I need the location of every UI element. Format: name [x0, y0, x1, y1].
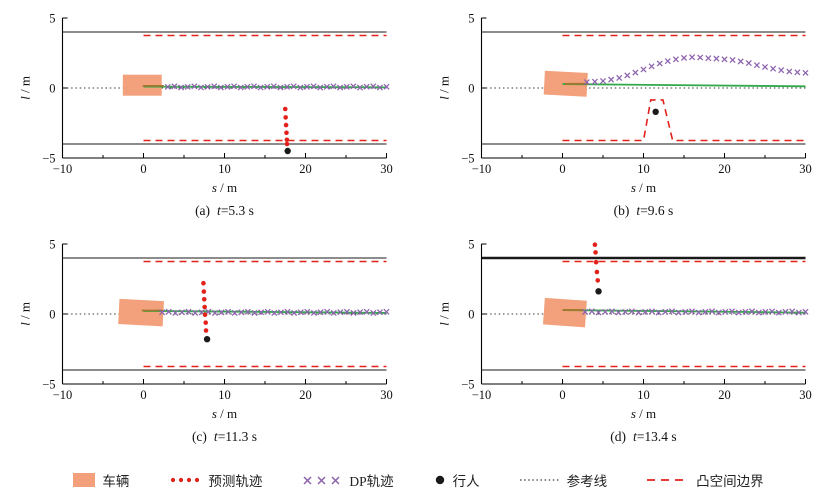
x-tick-label: 30 — [799, 162, 812, 176]
x-tick-label: −10 — [53, 162, 73, 176]
convex-boundary-marker-icon — [647, 477, 690, 483]
subplot-b: 5 0 −5 −10 0 10 20 30 l / m s / m (b) t=9.6 s — [419, 2, 837, 224]
subplot-d: 5 0 −5 −10 0 10 20 30 l / m s / m (d) t=13.4 s — [419, 228, 837, 450]
dp-trajectory — [583, 54, 809, 86]
x-tick-label: 30 — [799, 388, 812, 402]
x-axis-label: s / m — [631, 180, 656, 195]
y-tick-label: 5 — [49, 12, 55, 26]
x-tick-label: −10 — [472, 388, 492, 402]
legend-item-pedestrian: 行人 — [434, 470, 480, 490]
y-tick-label: 5 — [468, 238, 474, 252]
y-axis-label: l / m — [437, 302, 452, 326]
legend-label-convex-boundary: 凸空间边界 — [696, 474, 764, 489]
y-axis-label: l / m — [18, 76, 33, 100]
y-axis-label: l / m — [437, 76, 452, 100]
x-tick-label: 30 — [380, 162, 393, 176]
vehicle-swatch-icon — [73, 473, 96, 487]
legend: 车辆 预测轨迹 — [0, 460, 837, 500]
x-tick-label: 10 — [218, 162, 231, 176]
pedestrian — [595, 288, 602, 295]
subplot-caption: (a) t=5.3 s — [195, 203, 254, 218]
legend-item-reference-line: 参考线 — [519, 470, 608, 490]
x-tick-label: −10 — [53, 388, 73, 402]
predicted-trajectory — [592, 242, 601, 283]
y-axis-label: l / m — [18, 302, 33, 326]
x-axis-label: s / m — [631, 406, 656, 421]
subplot-a: 5 0 −5 −10 0 10 20 30 l / m s / m (a) t=5.3 s — [0, 2, 418, 224]
legend-label-reference-line: 参考线 — [566, 474, 608, 489]
pedestrian — [284, 147, 291, 155]
legend-label-predicted-trajectory: 预测轨迹 — [208, 474, 263, 489]
predicted-trajectory-marker-icon — [169, 476, 201, 484]
legend-label-vehicle: 车辆 — [102, 474, 130, 489]
legend-item-vehicle: 车辆 — [73, 470, 129, 490]
legend-item-dp-trajectory: DP轨迹 — [302, 470, 394, 490]
x-tick-label: 10 — [218, 388, 231, 402]
legend-item-convex-boundary: 凸空间边界 — [647, 470, 764, 490]
vehicle — [122, 74, 162, 96]
legend-label-dp-trajectory: DP轨迹 — [349, 474, 394, 489]
x-tick-label: −10 — [472, 162, 492, 176]
x-tick-label: 10 — [637, 388, 650, 402]
vehicle — [118, 298, 164, 327]
dp-trajectory — [164, 83, 390, 91]
x-tick-label: 0 — [559, 388, 565, 402]
subplot-caption: (b) t=9.6 s — [614, 203, 674, 218]
y-tick-label: −5 — [461, 378, 474, 392]
y-tick-label: 0 — [468, 82, 474, 96]
subplot-d-chart: 5 0 −5−10 0 10 20 30 l / m s / m (d) t=13.4 s — [437, 238, 812, 445]
x-tick-label: 0 — [559, 162, 565, 176]
reference-path — [562, 83, 806, 88]
subplot-c-chart: 5 0 −5−10 0 10 20 30 l / m s / m (c) t=11.3 s — [18, 238, 393, 445]
x-axis-label: s / m — [212, 406, 237, 421]
y-tick-label: −5 — [42, 378, 55, 392]
y-tick-label: 5 — [468, 12, 474, 26]
vehicle — [542, 297, 587, 328]
predicted-trajectory — [282, 106, 290, 147]
y-tick-label: −5 — [42, 152, 55, 166]
x-tick-label: 10 — [637, 162, 650, 176]
subplot-c: 5 0 −5 −10 0 10 20 30 l / m s / m (c) t=11.3 s — [0, 228, 418, 450]
y-tick-label: 0 — [49, 82, 55, 96]
pedestrian-marker-icon — [434, 474, 446, 486]
subplot-caption: (d) t=13.4 s — [610, 429, 676, 444]
subplot-a-chart: 5 0 −5−10 0 10 20 30 l / m s / m (a) t=5.3 s — [18, 12, 393, 219]
convex-boundary — [562, 99, 806, 142]
subplot-caption: (c) t=11.3 s — [192, 429, 257, 444]
x-tick-label: 20 — [299, 388, 312, 402]
reference-line-marker-icon — [519, 477, 560, 483]
legend-item-predicted-trajectory: 预测轨迹 — [169, 470, 262, 490]
x-tick-label: 20 — [718, 388, 731, 402]
x-tick-label: 0 — [140, 388, 146, 402]
dp-trajectory-marker-icon — [302, 475, 342, 486]
dp-trajectory — [582, 308, 809, 316]
x-tick-label: 20 — [718, 162, 731, 176]
y-tick-label: 0 — [468, 308, 474, 322]
x-axis-label: s / m — [212, 180, 237, 195]
predicted-trajectory — [201, 280, 209, 333]
y-tick-label: 0 — [49, 308, 55, 322]
x-tick-label: 30 — [380, 388, 393, 402]
pedestrian — [203, 336, 211, 343]
legend-label-pedestrian: 行人 — [452, 474, 480, 489]
dp-trajectory — [159, 308, 390, 317]
pedestrian — [652, 108, 659, 116]
y-tick-label: 5 — [49, 238, 55, 252]
subplot-b-chart: 5 0 −5−10 0 10 20 30 l / m s / m (b) t=9.6 s — [437, 12, 812, 219]
y-tick-label: −5 — [461, 152, 474, 166]
x-tick-label: 20 — [299, 162, 312, 176]
x-tick-label: 0 — [140, 162, 146, 176]
